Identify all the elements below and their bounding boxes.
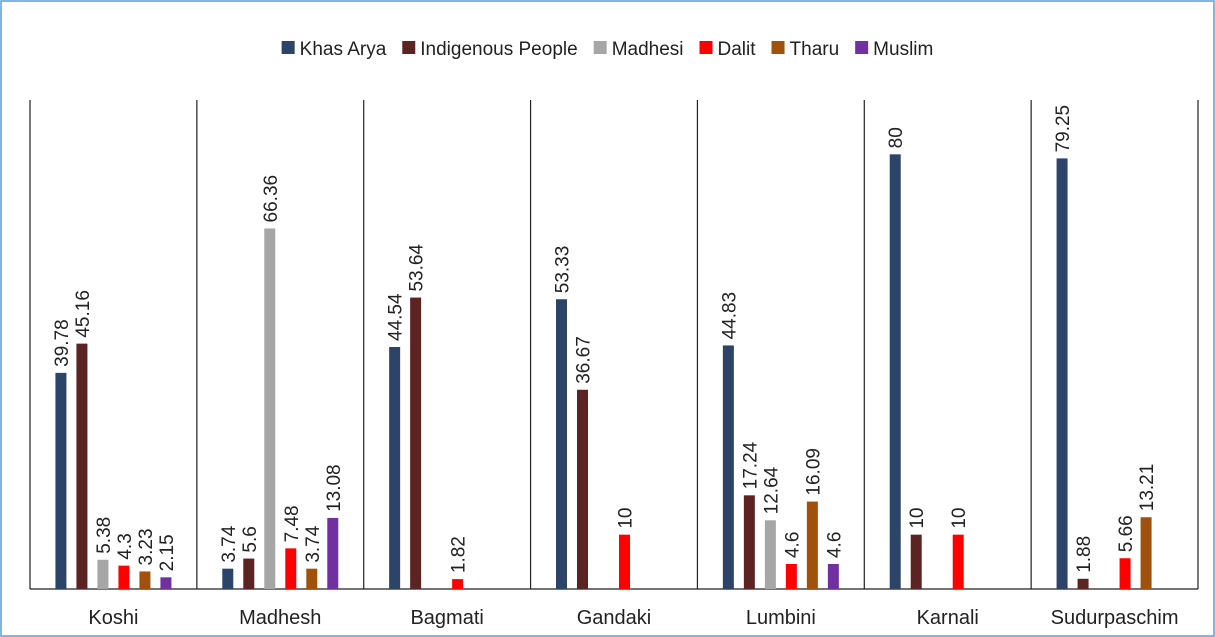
data-label: 3.74 (219, 525, 240, 562)
bar (556, 299, 567, 589)
x-tick-label: Gandaki (577, 607, 652, 629)
data-label: 1.82 (449, 536, 470, 573)
bar (910, 534, 922, 589)
legend-swatch (771, 41, 785, 54)
bar (118, 565, 130, 589)
bar (410, 297, 422, 589)
data-label: 10 (907, 508, 928, 529)
bar (1140, 517, 1152, 589)
bar (389, 346, 401, 589)
data-label: 4.3 (115, 533, 136, 559)
data-label: 4.6 (782, 532, 803, 558)
data-label: 79.25 (1053, 105, 1074, 153)
legend-swatch (855, 41, 869, 54)
bar (952, 534, 964, 589)
data-label: 5.38 (94, 517, 115, 554)
x-tick-label: Sudurpaschim (1051, 607, 1179, 629)
x-tick-label: Koshi (88, 607, 138, 629)
data-label: 13.21 (1137, 464, 1158, 512)
data-label: 10 (616, 508, 637, 529)
data-label: 1.88 (1074, 536, 1095, 573)
x-tick-label: Bagmati (410, 607, 483, 629)
bar (327, 517, 339, 589)
bar (722, 345, 734, 589)
bar (1056, 158, 1068, 590)
legend-label: Indigenous People (420, 39, 577, 60)
bar (452, 579, 464, 589)
bar (243, 558, 255, 589)
data-label: 3.23 (136, 528, 157, 565)
bar (743, 495, 755, 589)
data-label: 44.54 (386, 293, 407, 341)
bar (264, 228, 276, 589)
data-label: 12.64 (761, 466, 782, 514)
data-label: 17.24 (740, 441, 761, 489)
data-label: 13.08 (324, 464, 345, 512)
legend-label: Tharu (790, 39, 840, 60)
bar (1119, 558, 1131, 589)
data-label: 3.74 (303, 525, 324, 562)
x-tick-label: Madhesh (239, 607, 321, 629)
x-tick-label: Lumbini (746, 607, 816, 629)
data-label: 39.78 (52, 319, 73, 367)
data-label: 7.48 (282, 505, 303, 542)
legend-label: Madhesi (612, 39, 684, 60)
bar (806, 501, 818, 589)
bar (577, 389, 588, 589)
data-label: 10 (949, 508, 970, 529)
data-label: 53.64 (407, 244, 428, 292)
bar (160, 577, 172, 589)
data-label: 66.36 (261, 175, 282, 223)
data-label: 16.09 (803, 448, 824, 496)
data-label: 5.6 (240, 526, 261, 552)
data-label: 36.67 (574, 336, 595, 384)
legend-swatch (281, 41, 295, 54)
data-label: 53.33 (553, 246, 574, 294)
legend-swatch (402, 41, 416, 54)
bar (55, 372, 67, 589)
legend-label: Dalit (718, 39, 757, 60)
bar (764, 520, 776, 589)
data-label: 4.6 (824, 532, 845, 558)
legend-label: Khas Arya (300, 39, 387, 60)
data-label: 80 (886, 127, 907, 148)
x-tick-label: Karnali (917, 607, 979, 629)
data-label: 5.66 (1116, 515, 1137, 552)
data-label: 45.16 (73, 290, 94, 338)
bar (1077, 578, 1089, 589)
bar (285, 548, 297, 589)
bar (222, 568, 234, 589)
bar (785, 564, 797, 589)
legend-label: Muslim (873, 39, 933, 60)
legend-swatch (593, 41, 607, 54)
legend-swatch (699, 41, 713, 54)
data-label: 44.83 (719, 292, 740, 340)
data-label: 2.15 (157, 534, 178, 571)
bar (306, 568, 318, 589)
bar (139, 571, 151, 589)
bar (97, 559, 109, 589)
bar (76, 343, 88, 589)
bar (889, 154, 901, 590)
bar (619, 534, 630, 589)
bar (827, 564, 839, 589)
